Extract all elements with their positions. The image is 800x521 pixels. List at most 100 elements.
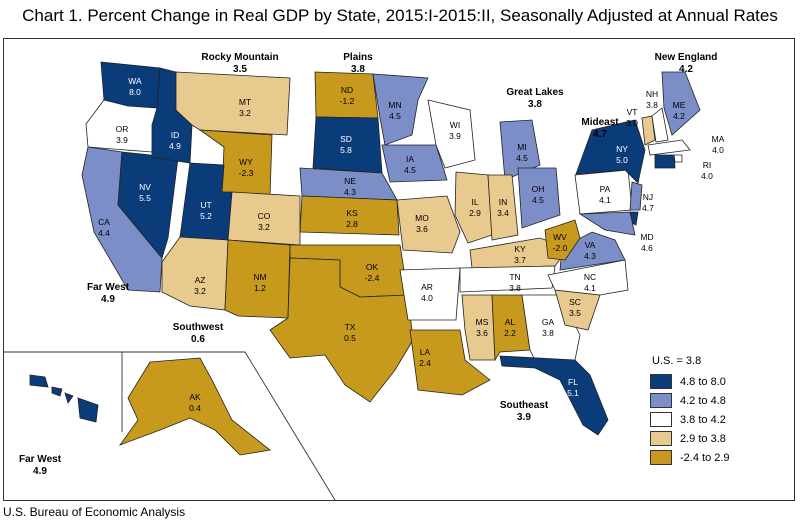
state-nj [629,181,643,211]
state-value-label: 3.8 [509,283,521,293]
state-value-label: 5.7 [640,221,652,231]
state-abbr-label: SC [569,297,581,307]
state-abbr-label: WI [450,120,460,130]
state-value-label: 3.6 [476,328,488,338]
region-value: 3.5 [233,64,247,75]
region-name: Far West [87,282,130,293]
state-abbr-label: TN [509,272,520,282]
state-ar [399,267,461,321]
state-nh [651,107,669,143]
state-value-label: 2.4 [419,358,431,368]
state-me [661,71,701,136]
state-value-label: 5.1 [34,413,46,423]
state-value-label: 3.6 [416,224,428,234]
state-value-label: 5.8 [340,145,352,155]
region-name: Far West [19,454,62,465]
state-value-label: 3.8 [542,328,554,338]
region-name: New England [655,52,718,63]
state-value-label: 2.8 [346,219,358,229]
region-name: Rocky Mountain [201,52,278,63]
state-value-label: 1.2 [254,283,266,293]
state-ri [673,154,683,163]
state-value-label: 5.1 [567,388,579,398]
chart-title: Chart 1. Percent Change in Real GDP by S… [22,6,778,25]
legend-header: U.S. = 3.8 [652,355,702,367]
state-value-label: 3.7 [514,255,526,265]
legend-item: 4.8 to 8.0 [650,372,730,391]
state-abbr-label: OH [532,184,545,194]
state-ak [118,357,271,456]
state-value-label: 4.1 [584,283,596,293]
region-name: Great Lakes [506,87,564,98]
legend-label: -2.4 to 2.9 [680,451,730,464]
state-abbr-label: MS [476,317,489,327]
state-abbr-label: IL [471,197,478,207]
state-abbr-label: IA [406,154,414,164]
state-abbr-label: LA [420,347,431,357]
state-abbr-label: AR [421,282,433,292]
state-abbr-label: RI [703,160,712,170]
state-value-label: 4.5 [389,111,401,121]
state-abbr-label: UT [200,200,211,210]
state-abbr-label: VT [627,107,638,117]
state-abbr-label: NE [344,176,356,186]
state-value-label: 3.9 [116,135,128,145]
state-abbr-label: WY [239,157,253,167]
state-value-label: 3.4 [497,208,509,218]
state-value-label: 8.0 [129,87,141,97]
state-abbr-label: NJ [643,192,653,202]
state-nd [314,71,379,119]
state-value-label: 4.0 [701,171,713,181]
state-shapes [29,61,701,456]
state-value-label: 4.1 [599,195,611,205]
source-note: U.S. Bureau of Economic Analysis [3,505,186,519]
state-abbr-label: ND [341,85,353,95]
state-value-label: 4.2 [673,111,685,121]
state-fl [499,355,609,436]
legend-item: 4.2 to 4.8 [650,391,730,410]
state-abbr-label: KY [514,244,526,254]
state-value-label: 4.5 [532,195,544,205]
state-value-label: 4.7 [642,203,654,213]
map-frame [3,38,795,501]
state-abbr-label: IN [499,197,508,207]
state-abbr-label: NC [584,272,596,282]
state-value-label: 2.9 [469,208,481,218]
region-name: Southwest [173,322,224,333]
state-abbr-label: NM [253,272,266,282]
legend-label: 2.9 to 3.8 [680,432,726,445]
state-mo [396,195,461,254]
state-mi [499,119,541,181]
state-in [487,174,519,241]
state-md [578,211,636,236]
state-ks [299,195,400,236]
state-abbr-label: MD [640,232,653,242]
state-mn [372,73,429,146]
state-labels: WA8.0OR3.9CA4.4NV5.5ID4.9MT3.2WY-2.3UT5.… [34,76,725,423]
state-abbr-label: WV [553,232,567,242]
state-abbr-label: VA [585,240,596,250]
state-value-label: 5.5 [139,193,151,203]
state-abbr-label: AK [189,392,201,402]
state-nm [224,239,291,319]
state-abbr-label: CO [258,211,271,221]
state-ia [381,144,448,183]
state-abbr-label: CA [98,217,110,227]
state-la [409,329,491,396]
state-abbr-label: WA [128,76,142,86]
state-ms [461,294,496,361]
state-value-label: 2.2 [504,328,516,338]
state-abbr-label: MI [517,142,526,152]
legend-label: 3.8 to 4.2 [680,413,726,426]
state-abbr-label: AZ [195,275,206,285]
state-tx [269,257,414,403]
state-abbr-label: GA [542,317,555,327]
legend-label: 4.2 to 4.8 [680,394,726,407]
state-abbr-label: OR [116,124,129,134]
state-oh [517,167,561,229]
state-vt [641,115,656,146]
region-value: 4.9 [33,466,47,477]
region-value: 0.6 [191,334,205,345]
state-ct [654,154,676,169]
